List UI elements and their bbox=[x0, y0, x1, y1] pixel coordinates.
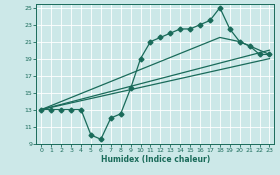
X-axis label: Humidex (Indice chaleur): Humidex (Indice chaleur) bbox=[101, 155, 210, 164]
